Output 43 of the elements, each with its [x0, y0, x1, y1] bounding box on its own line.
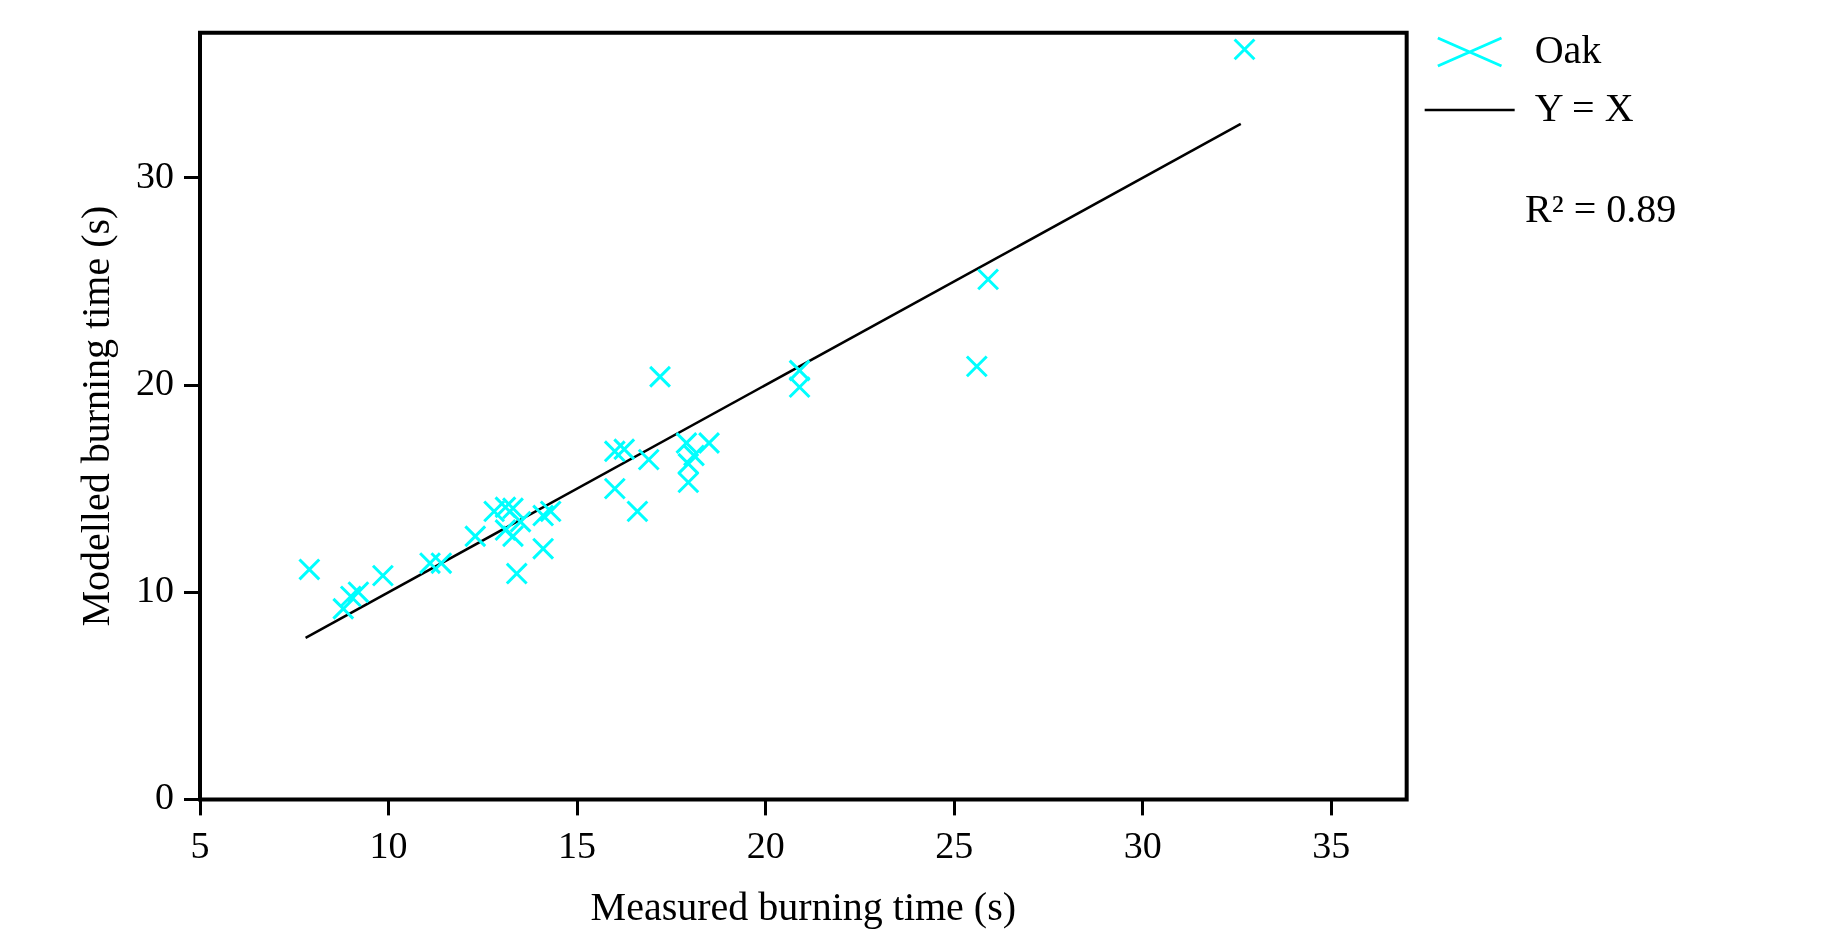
point [612, 437, 636, 461]
point [626, 500, 649, 523]
point [297, 558, 321, 581]
legend-label: Oak [1534, 26, 1602, 72]
point [603, 477, 627, 501]
point [339, 584, 363, 608]
y-tick-label: 30 [136, 153, 174, 196]
point [603, 439, 627, 463]
point [697, 431, 721, 455]
point [371, 564, 395, 588]
point [1233, 37, 1256, 61]
x-tick-label: 30 [1123, 824, 1162, 867]
point [463, 524, 487, 548]
y-axis-title: Modelled burning time (s) [72, 205, 118, 627]
point [429, 551, 453, 575]
point [501, 496, 525, 520]
point [418, 551, 442, 575]
x-tick-label: 35 [1312, 824, 1351, 867]
point [976, 267, 1000, 291]
point [501, 524, 525, 548]
point [509, 510, 532, 534]
point [648, 365, 672, 389]
point [965, 354, 989, 378]
x-tick-label: 15 [558, 824, 597, 867]
point [346, 580, 370, 604]
y-tick-label: 20 [136, 361, 174, 404]
x-tick-label: 25 [935, 824, 974, 867]
point [505, 562, 529, 585]
x-tick-label: 5 [190, 824, 210, 867]
point [531, 537, 555, 561]
point [682, 444, 706, 467]
point [531, 504, 555, 527]
point [539, 500, 563, 523]
text: R² = 0.89 [1525, 185, 1677, 232]
y-tick-label: 0 [155, 775, 174, 818]
point [482, 500, 506, 523]
x-tick-label: 10 [369, 824, 408, 867]
legend-label: Y = X [1534, 84, 1634, 130]
point [331, 597, 355, 621]
x-axis-title: Measured burning time (s) [590, 883, 1017, 929]
y-tick-label: 10 [136, 568, 174, 611]
point [637, 448, 661, 472]
x-tick-label: 20 [746, 824, 785, 867]
